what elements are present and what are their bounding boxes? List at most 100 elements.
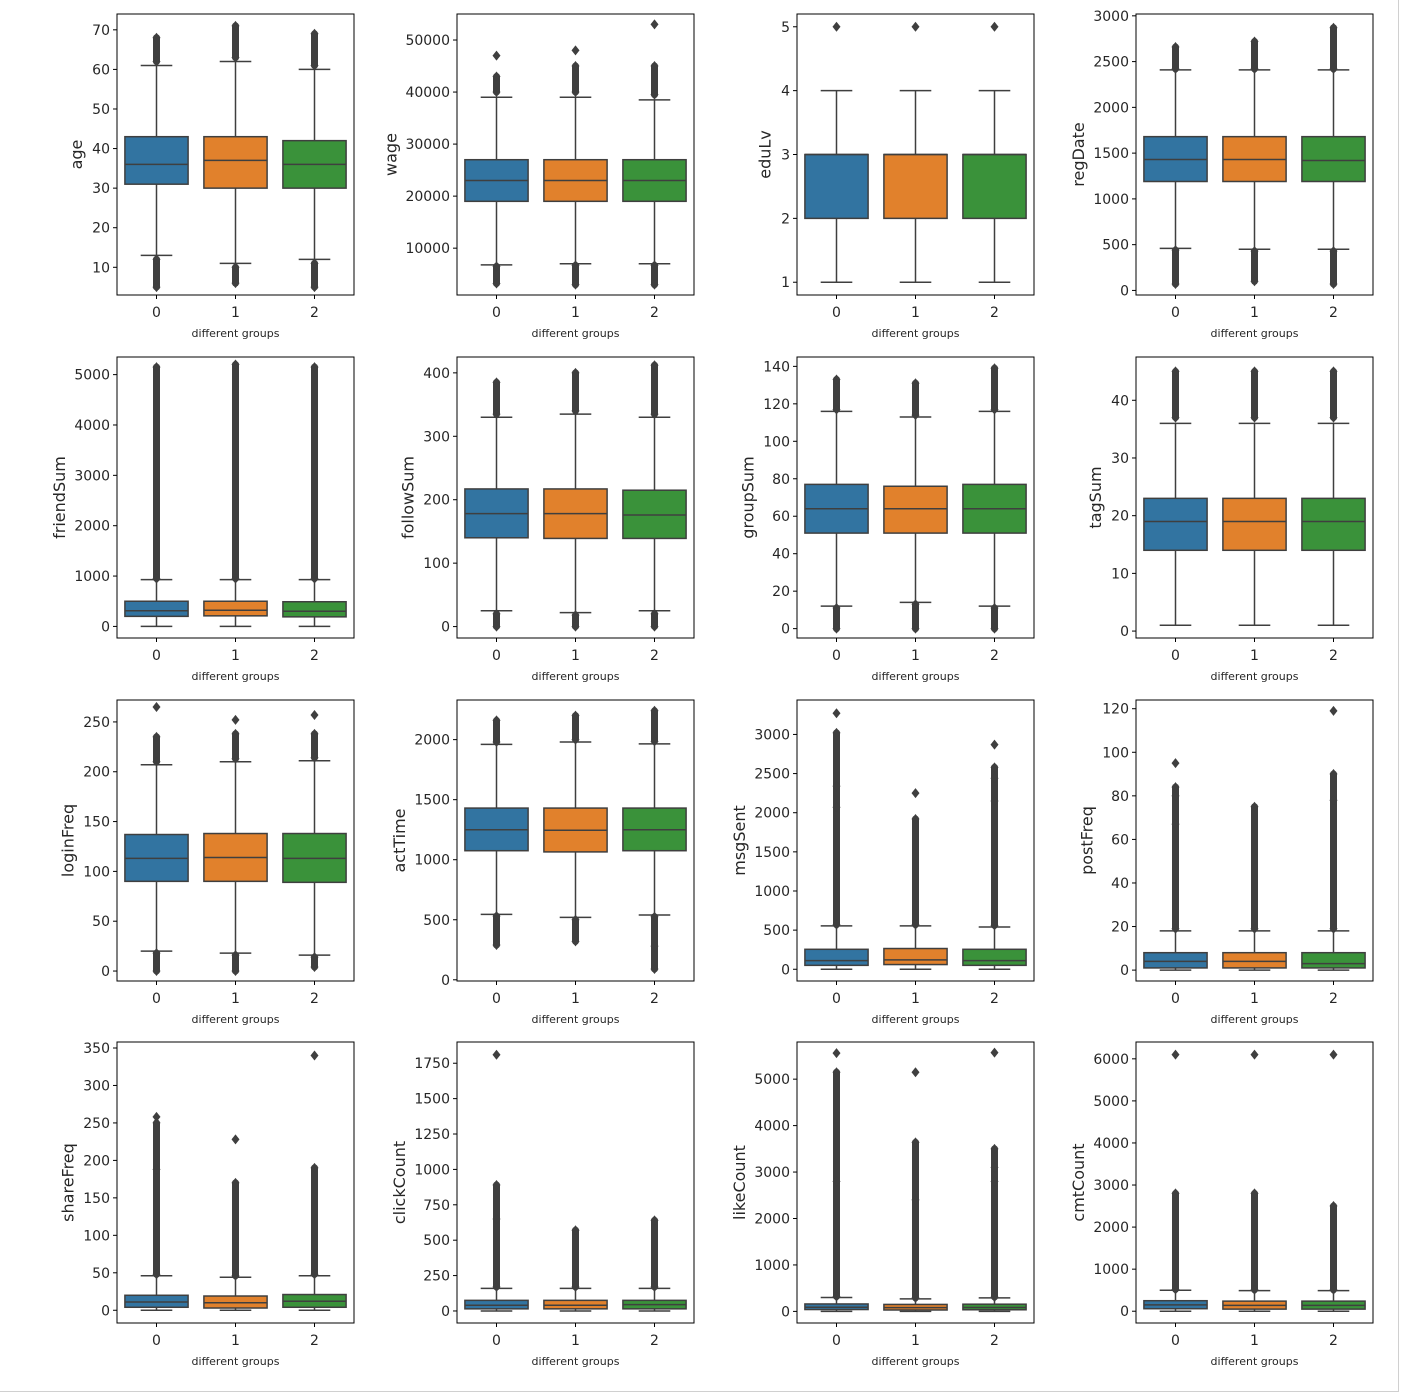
box-group-0 bbox=[124, 32, 189, 293]
outlier-point bbox=[1171, 1284, 1180, 1295]
x-axis-label: different groups bbox=[1211, 1013, 1299, 1026]
box-group-2 bbox=[1301, 1049, 1366, 1312]
box-group-0 bbox=[1143, 41, 1208, 290]
box-group-1 bbox=[1222, 36, 1287, 287]
outlier-point bbox=[1329, 705, 1338, 716]
outlier-point bbox=[650, 19, 659, 30]
y-tick-label: 0 bbox=[101, 1303, 110, 1319]
outlier-point bbox=[1171, 279, 1180, 290]
box-group-1 bbox=[1222, 801, 1287, 971]
box-group-2 bbox=[622, 360, 687, 632]
x-axis-label: different groups bbox=[192, 1355, 280, 1368]
y-tick-label: 5000 bbox=[1093, 1094, 1129, 1110]
y-tick-label: 60 bbox=[92, 62, 110, 78]
y-tick-label: 20 bbox=[1111, 509, 1129, 525]
outlier-point bbox=[492, 409, 501, 420]
y-tick-label: 2 bbox=[781, 211, 790, 227]
outlier-point bbox=[492, 377, 501, 388]
outlier-point bbox=[1329, 412, 1338, 423]
outlier-point bbox=[911, 813, 920, 824]
outlier-point bbox=[911, 378, 920, 389]
iqr-box bbox=[962, 948, 1027, 967]
x-tick-label: 1 bbox=[1250, 648, 1259, 664]
outlier-point bbox=[990, 1143, 999, 1154]
outlier-point bbox=[571, 405, 580, 416]
outlier-point bbox=[310, 258, 319, 269]
y-tick-label: 1000 bbox=[1093, 1262, 1129, 1278]
y-tick-label: 300 bbox=[423, 429, 450, 445]
box-group-2 bbox=[962, 739, 1027, 971]
outlier-point bbox=[152, 1111, 161, 1122]
iqr-box bbox=[1301, 951, 1366, 969]
iqr-box bbox=[1143, 497, 1208, 552]
y-tick-label: 0 bbox=[1120, 963, 1129, 979]
box-group-0 bbox=[464, 377, 529, 632]
outlier-point bbox=[990, 1162, 999, 1173]
outlier-point bbox=[152, 32, 161, 43]
outlier-point bbox=[231, 20, 240, 31]
outlier-point bbox=[310, 1269, 319, 1280]
outlier-point bbox=[1171, 819, 1180, 830]
box-group-0 bbox=[804, 21, 869, 283]
box-group-0 bbox=[804, 708, 869, 971]
iqr-box bbox=[883, 485, 948, 534]
subplot-regDate: 0 500 1000 1500 2000 2500 3000 0 1 2 different gro… bbox=[1069, 9, 1374, 340]
outlier-point bbox=[832, 727, 841, 738]
outlier-point bbox=[1250, 1049, 1259, 1060]
y-tick-label: 50 bbox=[92, 1266, 110, 1282]
subplot-clickCount: 0 250 500 750 1000 1250 1500 1750 0 1 2 different g… bbox=[390, 1041, 695, 1368]
subplot-age: 10 20 30 40 50 60 70 0 1 2 different groups age bbox=[67, 13, 355, 340]
x-axis-label: different groups bbox=[1211, 327, 1299, 340]
outlier-point bbox=[152, 1164, 161, 1175]
y-tick-label: 500 bbox=[423, 1233, 450, 1249]
outlier-point bbox=[492, 715, 501, 726]
outlier-point bbox=[152, 966, 161, 977]
x-axis-label: different groups bbox=[192, 670, 280, 683]
x-tick-label: 2 bbox=[650, 991, 659, 1007]
y-tick-label: 100 bbox=[83, 1228, 110, 1244]
y-tick-label: 140 bbox=[763, 359, 790, 375]
y-tick-label: 2000 bbox=[414, 733, 450, 749]
y-tick-label: 1000 bbox=[1093, 192, 1129, 208]
outlier-point bbox=[152, 948, 161, 959]
outlier-point bbox=[571, 734, 580, 745]
outlier-point bbox=[650, 360, 659, 371]
y-tick-label: 4000 bbox=[74, 418, 110, 434]
outlier-point bbox=[1329, 923, 1338, 934]
y-tick-label: 0 bbox=[101, 964, 110, 980]
outlier-point bbox=[1329, 795, 1338, 806]
box-group-1 bbox=[203, 714, 268, 977]
y-tick-label: 70 bbox=[92, 23, 110, 39]
x-tick-label: 1 bbox=[911, 305, 920, 321]
y-tick-label: 1000 bbox=[74, 569, 110, 585]
y-tick-label: 120 bbox=[1102, 702, 1129, 718]
box-group-1 bbox=[543, 45, 608, 290]
y-tick-label: 50 bbox=[92, 102, 110, 118]
y-axis-label: clickCount bbox=[390, 1141, 409, 1224]
outlier-point bbox=[911, 21, 920, 32]
outlier-point bbox=[1250, 36, 1259, 47]
x-tick-label: 1 bbox=[1250, 991, 1259, 1007]
box-group-2 bbox=[282, 1050, 347, 1312]
outlier-point bbox=[492, 278, 501, 289]
box-group-1 bbox=[543, 710, 608, 947]
y-tick-label: 50000 bbox=[405, 33, 450, 49]
y-tick-label: 2500 bbox=[754, 767, 790, 783]
y-tick-label: 0 bbox=[101, 619, 110, 635]
y-tick-label: 1750 bbox=[414, 1056, 450, 1072]
x-axis-label: different groups bbox=[872, 1013, 960, 1026]
x-tick-label: 2 bbox=[990, 648, 999, 664]
x-tick-label: 0 bbox=[152, 648, 161, 664]
outlier-point bbox=[571, 710, 580, 721]
outlier-point bbox=[1171, 63, 1180, 74]
box-group-2 bbox=[282, 362, 347, 628]
outlier-point bbox=[492, 1281, 501, 1292]
subplot-actTime: 0 500 1000 1500 2000 0 1 2 different groups actTi… bbox=[390, 699, 695, 1026]
box-group-2 bbox=[1301, 22, 1366, 290]
outlier-point bbox=[832, 21, 841, 32]
outlier-point bbox=[650, 1281, 659, 1292]
box-group-0 bbox=[124, 701, 189, 977]
y-tick-label: 5 bbox=[781, 20, 790, 36]
outlier-point bbox=[152, 731, 161, 742]
